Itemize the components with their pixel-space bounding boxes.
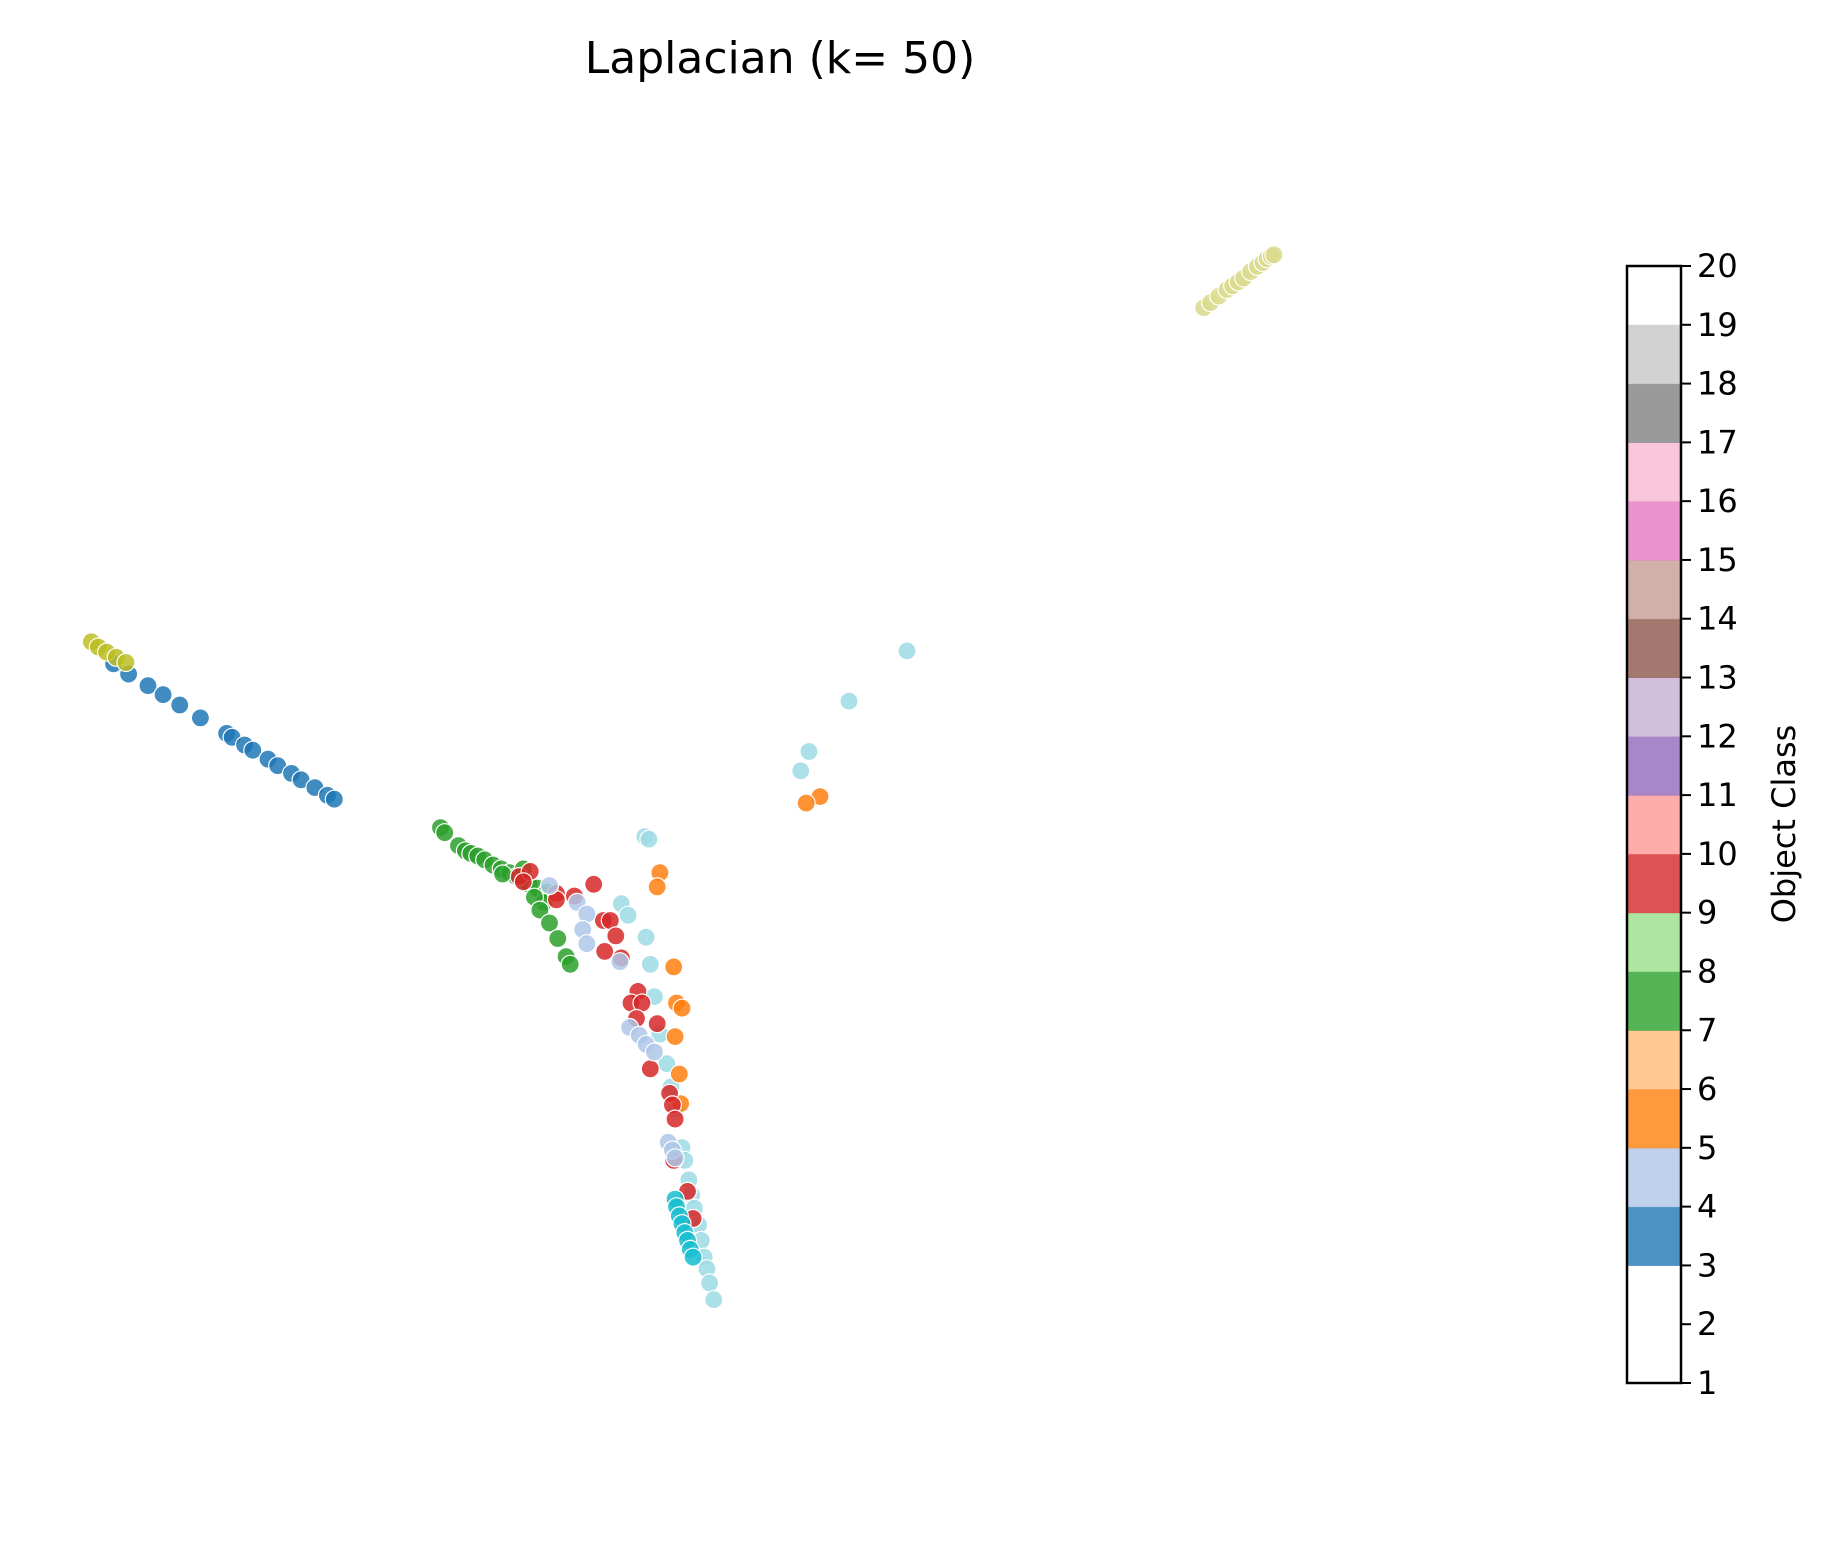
chart-title: Laplacian (k= 50) [585, 33, 976, 84]
point-class-4-16 [324, 789, 344, 809]
colorbar-tick-label-10: 10 [1697, 835, 1738, 873]
point-class-6-8 [669, 1064, 689, 1084]
colorbar-segment-8-9 [1627, 912, 1681, 972]
colorbar-frame [1625, 264, 1683, 1385]
point-class-7-19 [530, 900, 550, 920]
point-class-19-3 [791, 761, 811, 781]
colorbar-segment-18-19 [1627, 324, 1681, 385]
colorbar-segment-3-4 [1627, 1206, 1681, 1266]
colorbar-segment-15-16 [1627, 501, 1681, 561]
colorbar-segment-7-8 [1627, 971, 1681, 1031]
point-class-19-9 [640, 954, 660, 974]
point-class-6-6 [672, 998, 692, 1018]
colorbar-segment-11-12 [1627, 736, 1681, 796]
point-class-7-20 [539, 913, 560, 933]
colorbar-tick-label-4: 4 [1697, 1188, 1717, 1226]
colorbar-segment-9-10 [1627, 853, 1681, 914]
point-class-6-1 [796, 793, 816, 813]
point-class-19-25 [704, 1290, 724, 1310]
point-class-9-10 [595, 941, 615, 962]
point-class-7-23 [560, 954, 580, 974]
point-class-19-7 [618, 905, 638, 925]
colorbar-tick-label-16: 16 [1697, 482, 1738, 520]
colorbar-label: Object Class [1765, 725, 1803, 924]
point-class-19-2 [799, 741, 819, 762]
point-class-19-0 [897, 641, 917, 661]
point-class-7-21 [548, 928, 568, 949]
point-class-5-5 [610, 952, 630, 972]
colorbar-tick-label-20: 20 [1697, 247, 1738, 285]
point-class-19-24 [699, 1273, 720, 1293]
colorbar-tick-label-11: 11 [1697, 776, 1738, 814]
point-class-4-3 [153, 685, 173, 705]
colorbar-tick-label-18: 18 [1697, 365, 1738, 403]
colorbar-tick-label-5: 5 [1697, 1129, 1717, 1167]
colorbar-segment-17-18 [1627, 383, 1681, 443]
point-class-6-7 [665, 1026, 685, 1047]
point-class-18-7 [683, 1247, 703, 1267]
colorbar-segment-6-7 [1627, 1030, 1681, 1090]
point-class-9-17 [640, 1059, 660, 1079]
colorbar-tick-label-19: 19 [1697, 306, 1738, 344]
point-class-5-0 [539, 875, 560, 896]
point-class-17-12 [1264, 245, 1284, 265]
colorbar-tick-label-2: 2 [1697, 1305, 1717, 1343]
colorbar-tick-label-6: 6 [1697, 1070, 1717, 1108]
colorbar-segment-12-13 [1627, 677, 1681, 737]
point-class-7-17 [493, 864, 513, 884]
point-class-6-4 [664, 957, 684, 977]
colorbar-tick-label-3: 3 [1697, 1246, 1717, 1284]
point-class-16-4 [116, 652, 136, 673]
point-class-19-5 [639, 829, 659, 849]
colorbar-segment-14-15 [1627, 559, 1681, 620]
colorbar-tick-label-8: 8 [1697, 952, 1717, 990]
point-class-9-20 [665, 1109, 685, 1129]
point-class-9-9 [606, 926, 626, 946]
scatter-points [81, 245, 1284, 1310]
point-class-4-9 [243, 740, 263, 760]
point-class-19-8 [636, 927, 656, 947]
colorbar-segment-4-5 [1627, 1147, 1681, 1208]
point-class-5-4 [577, 934, 597, 954]
colorbar-segment-10-11 [1627, 795, 1681, 855]
point-class-9-2 [513, 872, 533, 892]
point-class-5-12 [665, 1148, 685, 1168]
colorbar-tick-label-14: 14 [1697, 600, 1738, 638]
colorbar-segment-16-17 [1627, 442, 1681, 502]
point-class-9-16 [647, 1014, 667, 1034]
colorbar-segment-5-6 [1627, 1089, 1681, 1149]
colorbar-tick-label-15: 15 [1697, 541, 1738, 579]
colorbar-tick-label-7: 7 [1697, 1011, 1717, 1049]
point-class-4-4 [170, 695, 190, 715]
colorbar-tick-label-1: 1 [1697, 1364, 1717, 1402]
colorbar-segment-13-14 [1627, 618, 1681, 679]
point-class-19-1 [839, 691, 859, 711]
point-class-5-9 [644, 1042, 665, 1062]
colorbar-tick-label-9: 9 [1697, 894, 1717, 932]
point-class-4-2 [138, 676, 158, 696]
colorbar-tick-label-12: 12 [1697, 717, 1738, 755]
point-class-9-6 [584, 874, 604, 894]
colorbar-segments [1627, 324, 1681, 1266]
point-class-7-1 [435, 823, 455, 843]
point-class-6-3 [647, 877, 667, 897]
colorbar-tick-label-13: 13 [1697, 659, 1738, 697]
colorbar-tick-label-17: 17 [1697, 423, 1738, 461]
point-class-4-5 [190, 708, 210, 728]
